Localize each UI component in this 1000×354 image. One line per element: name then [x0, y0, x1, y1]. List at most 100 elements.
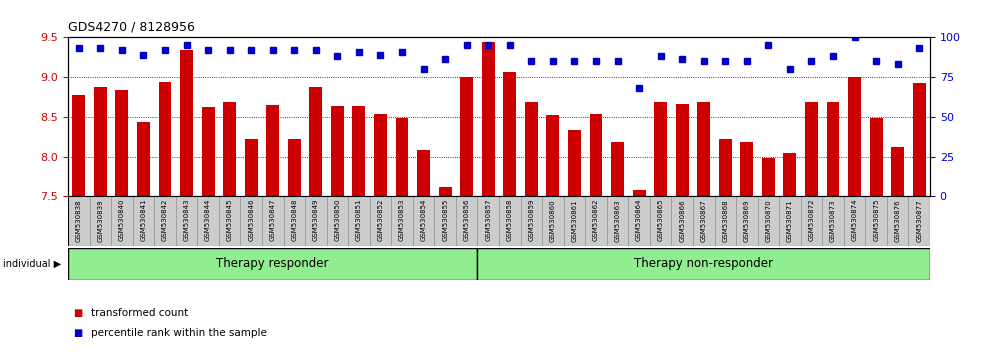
Text: GSM530873: GSM530873 — [830, 199, 836, 241]
Text: GSM530870: GSM530870 — [765, 199, 771, 241]
Text: GSM530853: GSM530853 — [399, 199, 405, 241]
Bar — [309, 86, 322, 196]
Text: GSM530854: GSM530854 — [421, 199, 427, 241]
Bar — [848, 77, 861, 196]
Text: GSM530874: GSM530874 — [852, 199, 858, 241]
Text: GSM530863: GSM530863 — [615, 199, 621, 241]
Bar — [374, 114, 387, 196]
Bar — [870, 118, 883, 196]
Bar — [762, 158, 775, 196]
Text: GSM530868: GSM530868 — [722, 199, 728, 241]
Text: GSM530875: GSM530875 — [873, 199, 879, 241]
Text: GSM530840: GSM530840 — [119, 199, 125, 241]
Text: GSM530844: GSM530844 — [205, 199, 211, 241]
Text: GSM530841: GSM530841 — [140, 199, 146, 241]
Bar — [715, 196, 736, 246]
Bar — [633, 190, 646, 196]
Text: GSM530869: GSM530869 — [744, 199, 750, 241]
Text: ■: ■ — [73, 308, 82, 318]
Bar — [396, 118, 408, 196]
Bar — [137, 122, 150, 196]
Text: GSM530856: GSM530856 — [464, 199, 470, 241]
Bar — [650, 196, 671, 246]
Bar — [805, 103, 818, 196]
Bar — [865, 196, 887, 246]
Bar — [111, 196, 133, 246]
Bar — [391, 196, 413, 246]
Bar — [482, 42, 495, 196]
Bar — [456, 196, 477, 246]
Bar — [503, 72, 516, 196]
Text: GSM530838: GSM530838 — [76, 199, 82, 241]
Bar — [827, 103, 839, 196]
Bar — [758, 196, 779, 246]
Bar — [284, 196, 305, 246]
Text: individual ▶: individual ▶ — [3, 259, 61, 269]
Bar — [546, 115, 559, 196]
Bar — [611, 142, 624, 196]
Text: GSM530849: GSM530849 — [313, 199, 319, 241]
Bar — [68, 196, 90, 246]
Text: GSM530861: GSM530861 — [571, 199, 577, 241]
Bar — [568, 130, 581, 196]
Bar — [542, 196, 564, 246]
Text: GSM530855: GSM530855 — [442, 199, 448, 241]
Text: GSM530862: GSM530862 — [593, 199, 599, 241]
Bar — [90, 196, 111, 246]
Bar — [693, 196, 714, 246]
Bar — [477, 248, 930, 280]
Bar — [202, 107, 215, 196]
Bar — [887, 196, 908, 246]
Text: GSM530852: GSM530852 — [377, 199, 383, 241]
Bar — [822, 196, 844, 246]
Bar — [676, 104, 689, 196]
Bar — [654, 103, 667, 196]
Bar — [439, 187, 452, 196]
Text: GSM530860: GSM530860 — [550, 199, 556, 241]
Text: GSM530865: GSM530865 — [658, 199, 664, 241]
Text: GSM530847: GSM530847 — [270, 199, 276, 241]
Text: transformed count: transformed count — [91, 308, 188, 318]
Text: GSM530859: GSM530859 — [528, 199, 534, 241]
Bar — [115, 90, 128, 196]
Bar — [585, 196, 607, 246]
Bar — [607, 196, 628, 246]
Bar — [913, 84, 926, 196]
Text: GSM530843: GSM530843 — [184, 199, 190, 241]
Text: GSM530839: GSM530839 — [97, 199, 103, 241]
Bar — [370, 196, 391, 246]
Bar — [434, 196, 456, 246]
Bar — [628, 196, 650, 246]
Bar — [671, 196, 693, 246]
Bar — [525, 103, 538, 196]
Bar — [736, 196, 758, 246]
Bar — [352, 107, 365, 196]
Text: GSM530851: GSM530851 — [356, 199, 362, 241]
Text: GSM530864: GSM530864 — [636, 199, 642, 241]
Bar — [413, 196, 434, 246]
Bar — [417, 150, 430, 196]
Bar — [844, 196, 865, 246]
Bar — [219, 196, 240, 246]
Text: GDS4270 / 8128956: GDS4270 / 8128956 — [68, 21, 195, 34]
Text: GSM530876: GSM530876 — [895, 199, 901, 241]
Text: GSM530858: GSM530858 — [507, 199, 513, 241]
Bar — [331, 107, 344, 196]
Text: GSM530866: GSM530866 — [679, 199, 685, 241]
Text: ■: ■ — [73, 328, 82, 338]
Text: GSM530846: GSM530846 — [248, 199, 254, 241]
Bar — [154, 196, 176, 246]
Bar — [697, 103, 710, 196]
Bar — [159, 82, 171, 196]
Text: GSM530877: GSM530877 — [916, 199, 922, 241]
Text: GSM530845: GSM530845 — [227, 199, 233, 241]
Text: GSM530857: GSM530857 — [485, 199, 491, 241]
Bar — [740, 142, 753, 196]
Bar — [68, 248, 477, 280]
Bar — [223, 103, 236, 196]
Bar — [305, 196, 327, 246]
Text: GSM530872: GSM530872 — [808, 199, 814, 241]
Text: GSM530850: GSM530850 — [334, 199, 340, 241]
Bar — [477, 196, 499, 246]
Bar — [262, 196, 284, 246]
